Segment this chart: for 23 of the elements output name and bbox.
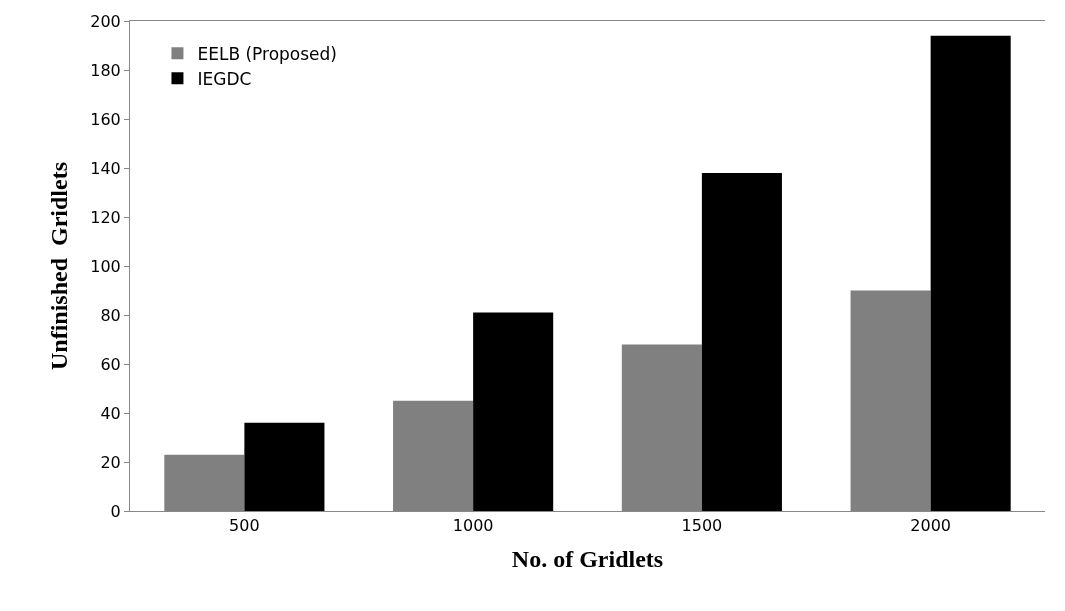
legend-label: IEGDC xyxy=(197,68,252,89)
x-tick-label: 1500 xyxy=(681,516,723,536)
bar xyxy=(473,312,554,511)
y-tick-label: 40 xyxy=(100,403,121,423)
y-tick-label: 140 xyxy=(90,158,121,178)
y-tick-label: 60 xyxy=(100,354,121,374)
y-tick-label: 80 xyxy=(100,305,121,325)
x-tick-label: 500 xyxy=(229,516,260,536)
y-tick-label: 120 xyxy=(90,207,121,227)
y-tick-label: 0 xyxy=(110,501,121,521)
bar xyxy=(930,35,1011,511)
y-tick-label: 20 xyxy=(100,452,121,472)
x-tick-label: 2000 xyxy=(910,516,951,536)
x-axis-title: No. of Gridlets xyxy=(511,545,664,572)
y-tick-label: 200 xyxy=(90,11,121,31)
y-tick-label: 100 xyxy=(90,256,121,276)
y-tick-label: 160 xyxy=(90,109,121,129)
bar xyxy=(701,172,782,511)
x-tick-label: 1000 xyxy=(452,516,494,536)
y-axis-title: Unfinished Gridlets xyxy=(46,161,73,371)
y-tick-label: 180 xyxy=(90,60,121,80)
bar xyxy=(244,422,325,511)
legend-label: EELB (Proposed) xyxy=(197,43,338,64)
